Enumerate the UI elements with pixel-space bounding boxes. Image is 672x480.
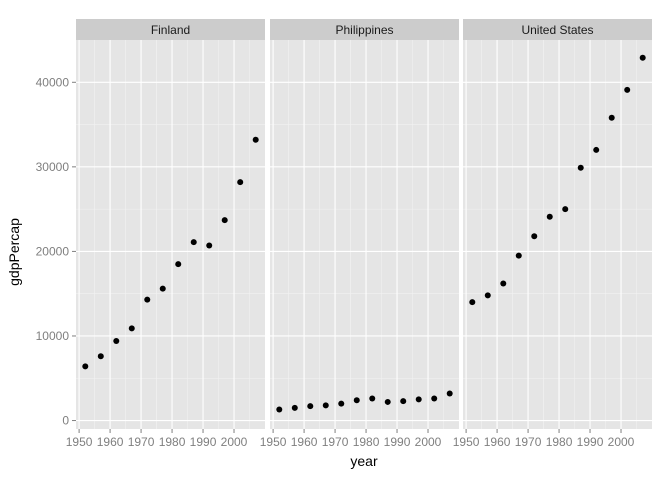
facet-panel-philippines: Philippines 1950 1960 1970 1980 1990 2000 xyxy=(260,19,459,449)
data-point xyxy=(128,325,135,332)
x-tick-label: 1970 xyxy=(515,435,542,449)
facet-plot-area xyxy=(463,40,652,429)
facet-strip-label: United States xyxy=(521,23,593,37)
x-tick-label: 1990 xyxy=(190,435,217,449)
y-tick-label: 20000 xyxy=(36,244,70,258)
data-point xyxy=(82,363,89,370)
x-axis-title: year xyxy=(350,453,378,469)
facet-panel-finland: Finland 1950 1960 1970 1980 1990 2000 xyxy=(66,19,265,449)
data-point xyxy=(307,403,314,410)
data-point xyxy=(624,86,631,93)
data-point xyxy=(515,252,522,259)
facet-strip xyxy=(463,19,652,40)
data-point xyxy=(446,390,453,397)
y-tick-label: 40000 xyxy=(36,75,70,89)
data-point xyxy=(593,146,600,153)
data-point xyxy=(291,404,298,411)
data-point xyxy=(338,400,345,407)
x-tick-label: 2000 xyxy=(415,435,442,449)
x-tick-label: 2000 xyxy=(608,435,635,449)
data-point xyxy=(400,398,407,405)
data-point xyxy=(577,164,584,171)
y-tick-label: 0 xyxy=(62,414,69,428)
data-point xyxy=(206,242,213,249)
data-point xyxy=(175,261,182,268)
facet-strip xyxy=(76,19,265,40)
facet-strip-label: Finland xyxy=(151,23,190,37)
data-point xyxy=(431,395,438,402)
data-point xyxy=(276,406,283,413)
facet-panel-united-states: United States 1950 1960 1970 1980 1990 2000 xyxy=(453,19,652,449)
facet-plot-area xyxy=(270,40,459,429)
data-point xyxy=(353,397,360,404)
x-tick-label: 1980 xyxy=(353,435,380,449)
data-point xyxy=(531,233,538,240)
data-point xyxy=(97,353,104,360)
x-tick-label: 1980 xyxy=(546,435,573,449)
x-tick-label: 1970 xyxy=(322,435,349,449)
y-tick-label: 10000 xyxy=(36,329,70,343)
data-point xyxy=(252,136,259,143)
data-point xyxy=(608,114,615,121)
data-point xyxy=(500,280,507,287)
x-tick-label: 1960 xyxy=(291,435,318,449)
data-point xyxy=(190,239,197,246)
y-axis-title: gdpPercap xyxy=(6,218,22,286)
x-tick-label: 2000 xyxy=(221,435,248,449)
facet-plot-area xyxy=(76,40,265,429)
x-tick-label: 1950 xyxy=(453,435,480,449)
y-axis: 0 10000 20000 30000 40000 xyxy=(36,75,76,428)
data-point xyxy=(221,217,228,224)
x-tick-label: 1970 xyxy=(128,435,155,449)
data-point xyxy=(639,54,646,61)
x-tick-label: 1990 xyxy=(384,435,411,449)
x-tick-label: 1960 xyxy=(484,435,511,449)
data-point xyxy=(546,213,553,220)
facet-strip-label: Philippines xyxy=(335,23,393,37)
x-tick-label: 1950 xyxy=(260,435,287,449)
x-tick-label: 1950 xyxy=(66,435,93,449)
y-tick-label: 30000 xyxy=(36,160,70,174)
data-point xyxy=(484,292,491,299)
x-tick-label: 1990 xyxy=(577,435,604,449)
data-point xyxy=(369,395,376,402)
data-point xyxy=(144,296,151,303)
data-point xyxy=(384,398,391,405)
x-tick-label: 1980 xyxy=(159,435,186,449)
data-point xyxy=(113,338,120,345)
data-point xyxy=(159,285,166,292)
data-point xyxy=(322,402,329,409)
data-point xyxy=(415,396,422,403)
data-point xyxy=(469,299,476,306)
x-tick-label: 1960 xyxy=(97,435,124,449)
data-point xyxy=(237,179,244,186)
facet-strip xyxy=(270,19,459,40)
data-point xyxy=(562,206,569,213)
